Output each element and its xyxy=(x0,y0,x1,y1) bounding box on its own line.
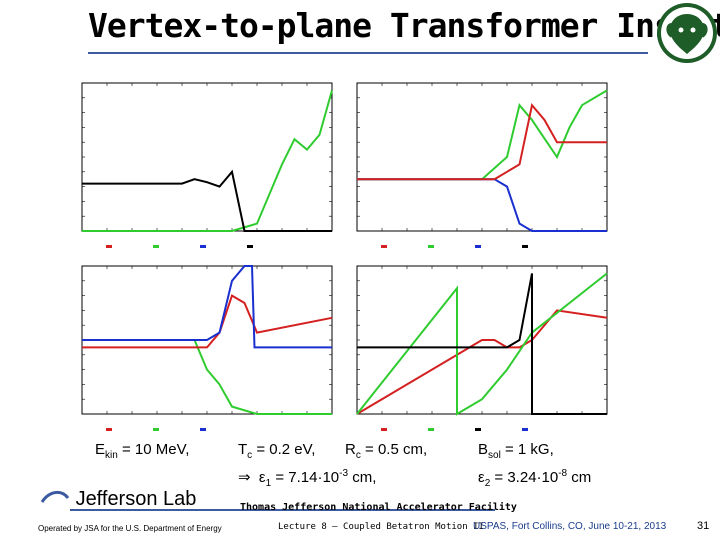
ekin-label: Ekin = 10 MeV, xyxy=(95,441,190,461)
facility-name: Thomas Jefferson National Accelerator Fa… xyxy=(240,502,517,513)
operated-by: Operated by JSA for the U.S. Department … xyxy=(38,524,222,533)
lab-name: Jefferson Lab xyxy=(75,488,197,510)
emittance-1: ε1 = 7.14·10-3 cm, xyxy=(258,468,377,489)
legend-swatch xyxy=(428,428,434,431)
series-line-ax xyxy=(82,294,333,349)
jlab-swoosh-icon xyxy=(40,491,70,503)
series-line-beta-1y xyxy=(82,169,332,232)
legend-swatch xyxy=(522,245,528,248)
chart-svg xyxy=(356,265,608,416)
footer-rule xyxy=(70,509,495,511)
bsol-label: Bsol = 1 kG, xyxy=(478,441,554,461)
legend-swatch xyxy=(200,245,206,248)
legend-swatch xyxy=(428,245,434,248)
lecture-title: Lecture 8 – Coupled Betatron Motion II xyxy=(278,522,484,532)
legend-swatch xyxy=(475,428,481,431)
header-rule xyxy=(88,52,648,54)
legend-swatch xyxy=(522,428,528,431)
series-line-beta-2y xyxy=(357,89,608,181)
series-line-beta-2x xyxy=(357,102,607,181)
legend-swatch xyxy=(200,428,206,431)
params-line-1: Ekin = 10 MeV, xyxy=(95,441,189,461)
chart-svg xyxy=(356,82,608,232)
series-line-alphaxy xyxy=(82,265,332,349)
page-title: Vertex-to-plane Transformer Insert xyxy=(88,6,720,45)
plot-frame xyxy=(356,82,608,232)
chart-svg xyxy=(81,265,333,415)
page-number: 31 xyxy=(697,520,710,532)
rc-label: Rc = 0.5 cm, xyxy=(345,441,428,461)
legend-swatch xyxy=(475,245,481,248)
implies-arrow: ⇒ xyxy=(238,469,251,486)
uspas-info: USPAS, Fort Collins, CO, June 10-21, 201… xyxy=(473,521,667,532)
legend-swatch xyxy=(106,428,112,431)
legend-swatch xyxy=(381,245,387,248)
legend-swatch xyxy=(247,245,253,248)
tc-label: Tc = 0.2 eV, xyxy=(238,441,316,461)
ram-head-logo xyxy=(654,0,720,66)
series-line-ay xyxy=(82,339,332,415)
legend-swatch xyxy=(153,245,159,248)
emittance-2: ε2 = 3.24·10-8 cm xyxy=(478,468,592,489)
series-line-teta1 xyxy=(357,273,607,415)
plot-frame xyxy=(81,82,333,232)
legend-swatch xyxy=(381,428,387,431)
params-line-2: ⇒ ε1 = 7.14·10-3 cm, xyxy=(238,468,376,489)
series-line-beta-2y xyxy=(82,90,333,232)
legend-swatch xyxy=(106,245,112,248)
jefferson-lab-logo: Jefferson Lab xyxy=(40,488,196,511)
chart-svg xyxy=(81,82,333,232)
series-line-beta-1y xyxy=(357,178,607,232)
legend-swatch xyxy=(153,428,159,431)
